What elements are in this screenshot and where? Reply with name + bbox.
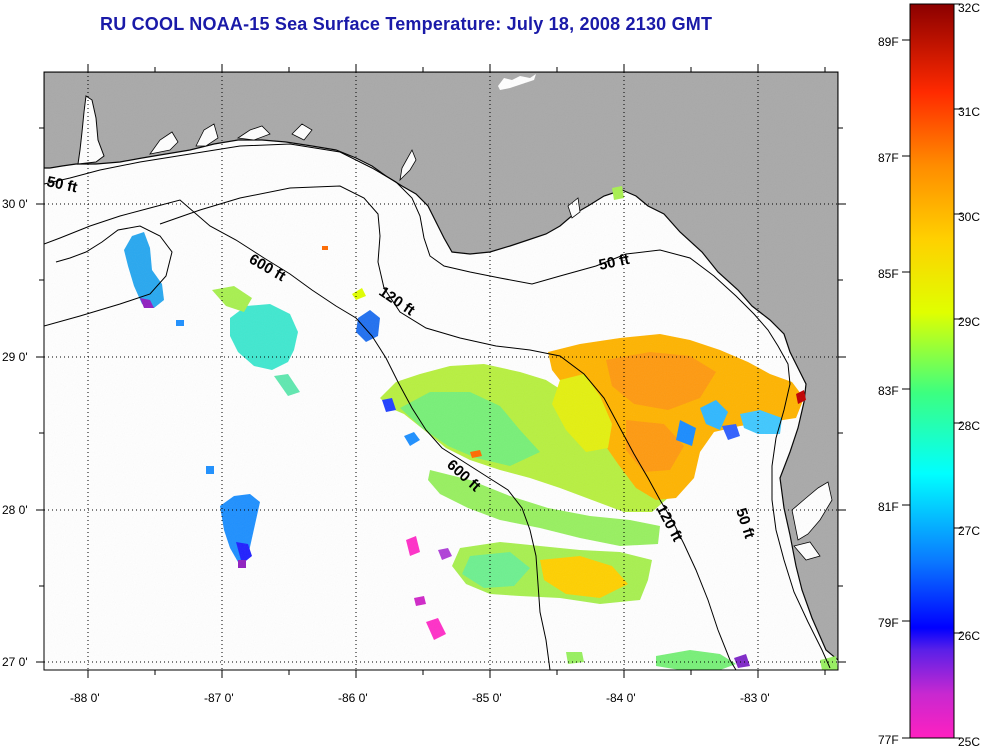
map-frame [43,71,839,671]
contour-label-50ft-west: 50 ft [45,173,79,196]
colorbar-label-85f: 85F [878,267,899,281]
lon-label-86: -86 0' [338,691,368,705]
lon-label-87: -87 0' [204,691,234,705]
longitude-labels: -88 0' -87 0' -86 0' -85 0' -84 0' -83 0… [70,691,770,705]
lat-label-29: 29 0' [2,350,28,364]
colorbar-label-32c: 32C [958,1,980,15]
colorbar-label-87f: 87F [878,151,899,165]
lat-label-28: 28 0' [2,503,28,517]
latitude-labels: 27 0' 28 0' 29 0' 30 0' [2,197,28,669]
colorbar-label-31c: 31C [958,105,980,119]
colorbar-label-83f: 83F [878,384,899,398]
colorbar-ramp [909,3,955,739]
colorbar-label-77f: 77F [878,733,899,747]
lat-label-30: 30 0' [2,197,28,211]
colorbar-label-26c: 26C [958,629,980,643]
lon-label-84: -84 0' [606,691,636,705]
colorbar-label-28c: 28C [958,419,980,433]
graticule [44,72,838,670]
lon-label-88: -88 0' [70,691,100,705]
lon-label-85: -85 0' [472,691,502,705]
contour-50ft-west [44,143,831,669]
colorbar-label-29c: 29C [958,315,980,329]
bathymetry-contours [44,143,831,670]
lat-label-27: 27 0' [2,655,28,669]
colorbar-label-30c: 30C [958,210,980,224]
map-title: RU COOL NOAA-15 Sea Surface Temperature:… [100,14,713,34]
colorbar-label-25c: 25C [958,735,980,749]
contour-600ft [44,199,551,670]
colorbar-label-81f: 81F [878,500,899,514]
tick-marks [36,64,846,678]
colorbar: 32C 31C 30C 29C 28C 27C 26C 25C 89F 87F … [878,1,980,749]
contour-120ft [44,185,737,670]
colorbar-label-27c: 27C [958,524,980,538]
colorbar-label-79f: 79F [878,616,899,630]
contour-label-50ft-east: 50 ft [597,251,631,274]
colorbar-label-89f: 89F [878,35,899,49]
lon-label-83: -83 0' [740,691,770,705]
